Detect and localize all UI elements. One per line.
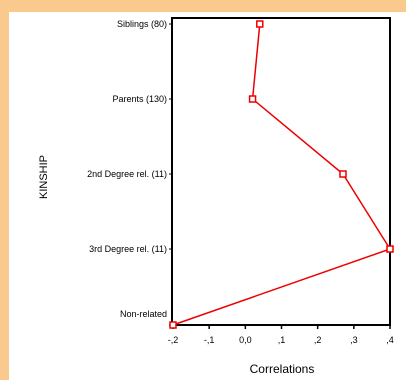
data-point-marker: [386, 245, 394, 253]
x-axis: -,2 -,1 0,0 ,1 ,2 ,3 ,4: [168, 325, 394, 345]
x-tick-label: -,1: [204, 335, 215, 345]
data-point-marker: [256, 20, 264, 28]
y-axis: Siblings (80) Parents (130) 2nd Degree rel…: [87, 19, 172, 326]
x-axis-title: Correlations: [250, 362, 315, 376]
x-tick-label: 0,0: [239, 335, 252, 345]
chart-panel: [9, 12, 406, 380]
x-tick-label: ,2: [314, 335, 322, 345]
plot-frame: [171, 17, 391, 326]
y-tick-label: Parents (130): [112, 94, 167, 104]
y-tick-label: 2nd Degree rel. (11): [87, 169, 167, 179]
y-axis-title: KINSHIP: [38, 155, 50, 199]
data-point-marker: [169, 321, 177, 329]
series-line: [172, 23, 392, 326]
data-point-marker: [248, 95, 257, 103]
data-point-marker: [339, 170, 347, 178]
x-tick-label: ,1: [278, 335, 286, 345]
y-tick-label: Siblings (80): [117, 19, 167, 29]
y-tick-label: 3rd Degree rel. (11): [89, 244, 167, 254]
x-tick-label: -,2: [168, 335, 179, 345]
x-tick-label: ,3: [350, 335, 358, 345]
y-tick-label: Non-related: [120, 309, 167, 319]
x-tick-label: ,4: [386, 335, 394, 345]
series-markers: [169, 20, 394, 329]
